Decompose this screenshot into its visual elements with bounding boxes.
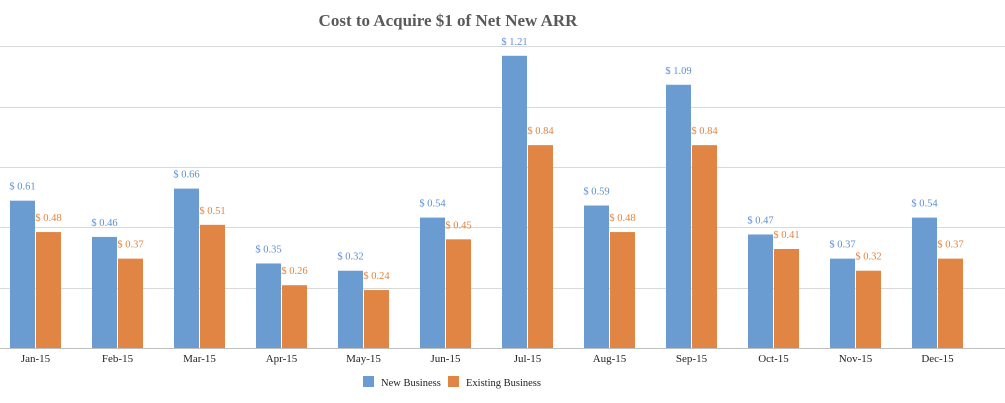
data-label-existing-business-aug-15: $ 0.48 bbox=[609, 213, 635, 224]
data-label-existing-business-sep-15: $ 0.84 bbox=[691, 126, 718, 137]
bar-new-business-apr-15[interactable] bbox=[256, 263, 281, 348]
data-label-new-business-aug-15: $ 0.59 bbox=[583, 187, 609, 198]
bar-existing-business-jan-15[interactable] bbox=[36, 232, 61, 348]
legend[interactable]: New Business Existing Business bbox=[363, 376, 541, 389]
legend-swatch-existing-business bbox=[448, 376, 459, 387]
bar-existing-business-may-15[interactable] bbox=[364, 290, 389, 348]
x-tick-label: Feb-15 bbox=[102, 353, 134, 365]
x-tick-label: Aug-15 bbox=[593, 353, 627, 365]
bar-existing-business-feb-15[interactable] bbox=[118, 258, 143, 348]
data-label-new-business-dec-15: $ 0.54 bbox=[911, 199, 938, 210]
bar-new-business-oct-15[interactable] bbox=[748, 234, 773, 348]
bar-new-business-jun-15[interactable] bbox=[420, 217, 445, 348]
data-label-existing-business-nov-15: $ 0.32 bbox=[855, 252, 881, 263]
x-tick-label: May-15 bbox=[346, 353, 381, 365]
bar-new-business-jul-15[interactable] bbox=[502, 55, 527, 348]
x-tick-label: Mar-15 bbox=[183, 353, 216, 365]
x-tick-label: Nov-15 bbox=[839, 353, 873, 365]
x-tick-label: Jan-15 bbox=[21, 353, 51, 365]
legend-label-existing-business: Existing Business bbox=[466, 378, 541, 389]
x-tick-label: Jul-15 bbox=[514, 353, 542, 365]
bar-existing-business-dec-15[interactable] bbox=[938, 258, 963, 348]
data-label-existing-business-jun-15: $ 0.45 bbox=[445, 220, 471, 231]
legend-label-new-business: New Business bbox=[381, 378, 441, 389]
bar-existing-business-mar-15[interactable] bbox=[200, 224, 225, 348]
data-label-existing-business-jan-15: $ 0.48 bbox=[35, 213, 61, 224]
bars bbox=[10, 55, 963, 348]
data-label-new-business-mar-15: $ 0.66 bbox=[173, 170, 199, 181]
data-label-new-business-sep-15: $ 1.09 bbox=[665, 66, 691, 77]
data-label-new-business-may-15: $ 0.32 bbox=[337, 252, 363, 263]
x-tick-label: Sep-15 bbox=[676, 353, 708, 365]
data-label-existing-business-feb-15: $ 0.37 bbox=[117, 240, 143, 251]
x-tick-label: Jun-15 bbox=[431, 353, 461, 365]
bar-new-business-nov-15[interactable] bbox=[830, 258, 855, 348]
bar-existing-business-sep-15[interactable] bbox=[692, 145, 717, 348]
bar-existing-business-jun-15[interactable] bbox=[446, 239, 471, 348]
data-label-new-business-jan-15: $ 0.61 bbox=[9, 182, 35, 193]
data-label-existing-business-apr-15: $ 0.26 bbox=[281, 266, 307, 277]
legend-item-new-business[interactable]: New Business bbox=[363, 376, 441, 389]
data-label-existing-business-dec-15: $ 0.37 bbox=[937, 240, 963, 251]
data-label-existing-business-mar-15: $ 0.51 bbox=[199, 206, 225, 217]
data-label-existing-business-jul-15: $ 0.84 bbox=[527, 126, 554, 137]
legend-item-existing-business[interactable]: Existing Business bbox=[448, 376, 541, 389]
bar-new-business-feb-15[interactable] bbox=[92, 236, 117, 348]
bar-new-business-mar-15[interactable] bbox=[174, 188, 199, 348]
data-label-new-business-apr-15: $ 0.35 bbox=[255, 244, 281, 255]
data-label-new-business-jul-15: $ 1.21 bbox=[501, 37, 527, 48]
x-tick-label: Dec-15 bbox=[921, 353, 954, 365]
bar-existing-business-nov-15[interactable] bbox=[856, 270, 881, 348]
x-tick-label: Oct-15 bbox=[758, 353, 789, 365]
bar-new-business-dec-15[interactable] bbox=[912, 217, 937, 348]
x-axis-ticks: Jan-15 Feb-15 Mar-15 Apr-15 May-15 Jun-15 Jul-… bbox=[21, 353, 954, 365]
data-labels: $ 0.61$ 0.48 $ 0.46$ 0.37$ 0.66$ 0.51$ 0.… bbox=[9, 37, 963, 282]
bar-existing-business-aug-15[interactable] bbox=[610, 232, 635, 348]
x-tick-label: Apr-15 bbox=[266, 353, 298, 365]
bar-existing-business-apr-15[interactable] bbox=[282, 285, 307, 348]
data-label-new-business-oct-15: $ 0.47 bbox=[747, 215, 773, 226]
data-label-new-business-nov-15: $ 0.37 bbox=[829, 240, 855, 251]
data-label-new-business-jun-15: $ 0.54 bbox=[419, 199, 446, 210]
legend-swatch-new-business bbox=[363, 376, 374, 387]
data-label-new-business-feb-15: $ 0.46 bbox=[91, 218, 117, 229]
bar-new-business-jan-15[interactable] bbox=[10, 200, 35, 348]
chart-title: Cost to Acquire $1 of Net New ARR bbox=[319, 11, 579, 30]
data-label-existing-business-oct-15: $ 0.41 bbox=[773, 230, 799, 241]
bar-existing-business-jul-15[interactable] bbox=[528, 145, 553, 348]
bar-new-business-sep-15[interactable] bbox=[666, 84, 691, 348]
data-label-existing-business-may-15: $ 0.24 bbox=[363, 271, 390, 282]
bar-existing-business-oct-15[interactable] bbox=[774, 248, 799, 348]
bar-new-business-may-15[interactable] bbox=[338, 270, 363, 348]
bar-new-business-aug-15[interactable] bbox=[584, 205, 609, 348]
